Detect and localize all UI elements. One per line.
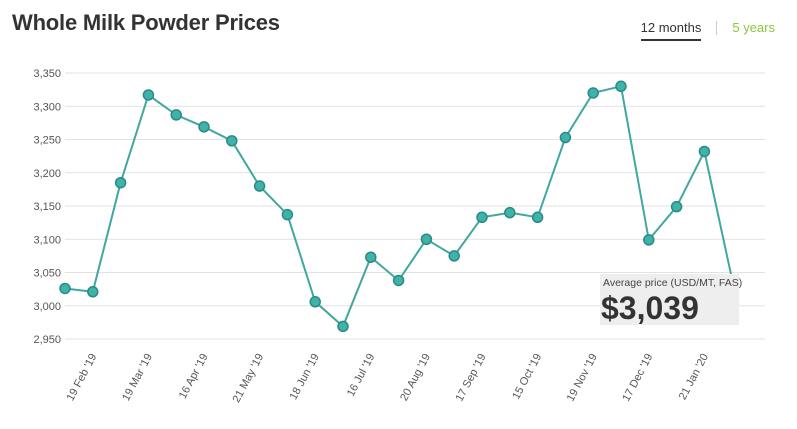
x-tick-label: 19 Nov '19 — [565, 352, 600, 404]
data-point[interactable] — [670, 200, 683, 213]
data-point[interactable] — [420, 233, 433, 245]
data-point[interactable] — [476, 211, 488, 224]
y-tick-label: 3,150 — [33, 201, 61, 213]
data-point[interactable] — [448, 250, 460, 262]
x-tick-label: 19 Feb '19 — [65, 352, 100, 403]
x-tick-label: 20 Aug '19 — [398, 352, 433, 403]
data-point[interactable] — [504, 206, 516, 219]
callout-value: $3,039 — [601, 290, 699, 326]
data-point[interactable] — [615, 80, 627, 93]
page-title: Whole Milk Powder Prices — [12, 10, 280, 35]
y-tick-label: 3,250 — [33, 135, 61, 147]
data-point[interactable] — [698, 145, 711, 158]
x-tick-label: 19 Mar '19 — [120, 352, 155, 403]
y-tick-label: 3,300 — [33, 101, 61, 113]
x-tick-label: 21 Jan '20 — [677, 352, 711, 402]
data-point[interactable] — [142, 89, 155, 101]
data-point[interactable] — [587, 87, 599, 99]
callout-label: Average price (USD/MT, FAS) — [603, 277, 742, 289]
y-tick-label: 3,000 — [33, 301, 61, 313]
y-tick-label: 3,100 — [33, 234, 61, 246]
data-point[interactable] — [392, 274, 405, 287]
data-point[interactable] — [226, 135, 238, 147]
data-point[interactable] — [365, 251, 377, 263]
x-tick-label: 16 Apr '19 — [177, 352, 211, 401]
x-tick-label: 17 Sep '19 — [454, 352, 489, 404]
y-tick-label: 3,200 — [33, 168, 61, 180]
x-tick-label: 18 Jun '19 — [288, 352, 322, 402]
y-tick-label: 2,950 — [33, 334, 61, 346]
y-tick-label: 3,050 — [33, 268, 61, 280]
data-points — [59, 80, 738, 333]
data-point[interactable] — [59, 282, 71, 295]
x-tick-label: 21 May '19 — [231, 352, 267, 405]
x-axis-labels: 19 Feb '19 19 Mar '19 16 Apr '19 21 May '19… — [65, 352, 711, 405]
data-point[interactable] — [309, 296, 321, 308]
data-point[interactable] — [114, 176, 127, 189]
data-point[interactable] — [281, 208, 294, 221]
data-point[interactable] — [337, 320, 349, 333]
data-point[interactable] — [253, 180, 266, 192]
data-point[interactable] — [198, 121, 210, 133]
grid-lines — [65, 72, 765, 340]
x-tick-label: 16 Jul '19 — [345, 352, 378, 399]
time-range-tabs: 12 months 5 years — [640, 20, 775, 41]
callout-box — [600, 274, 739, 325]
tab-5-years[interactable]: 5 years — [732, 20, 775, 35]
x-tick-label: 15 Oct '19 — [510, 352, 544, 402]
tab-12-months[interactable]: 12 months — [640, 20, 702, 41]
data-point[interactable] — [170, 109, 182, 121]
y-tick-label: 3,350 — [33, 68, 61, 80]
data-point[interactable] — [559, 131, 572, 144]
tab-separator — [716, 20, 718, 35]
data-point[interactable] — [87, 286, 99, 298]
y-axis-labels: 2,950 3,000 3,050 3,100 3,150 3,200 3,250 3,300… — [33, 68, 61, 346]
data-point[interactable] — [643, 234, 655, 246]
data-point[interactable] — [531, 211, 544, 224]
average-price-callout: Average price (USD/MT, FAS) $3,039 — [600, 274, 742, 326]
x-tick-label: 17 Dec '19 — [620, 352, 655, 404]
